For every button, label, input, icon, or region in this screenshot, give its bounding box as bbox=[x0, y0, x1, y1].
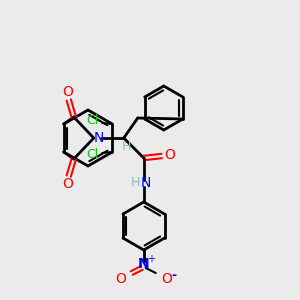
Text: O: O bbox=[115, 272, 126, 286]
Text: O: O bbox=[62, 85, 73, 99]
Text: O: O bbox=[164, 148, 175, 162]
Text: Cl: Cl bbox=[86, 148, 98, 161]
Text: +: + bbox=[147, 254, 155, 264]
Text: H: H bbox=[122, 140, 131, 154]
Text: N: N bbox=[138, 257, 150, 271]
Text: Cl: Cl bbox=[86, 115, 98, 128]
Text: N: N bbox=[94, 131, 104, 145]
Text: H: H bbox=[131, 176, 140, 190]
Text: N: N bbox=[141, 176, 151, 190]
Text: -: - bbox=[171, 268, 176, 281]
Text: O: O bbox=[62, 177, 73, 191]
Text: O: O bbox=[161, 272, 172, 286]
